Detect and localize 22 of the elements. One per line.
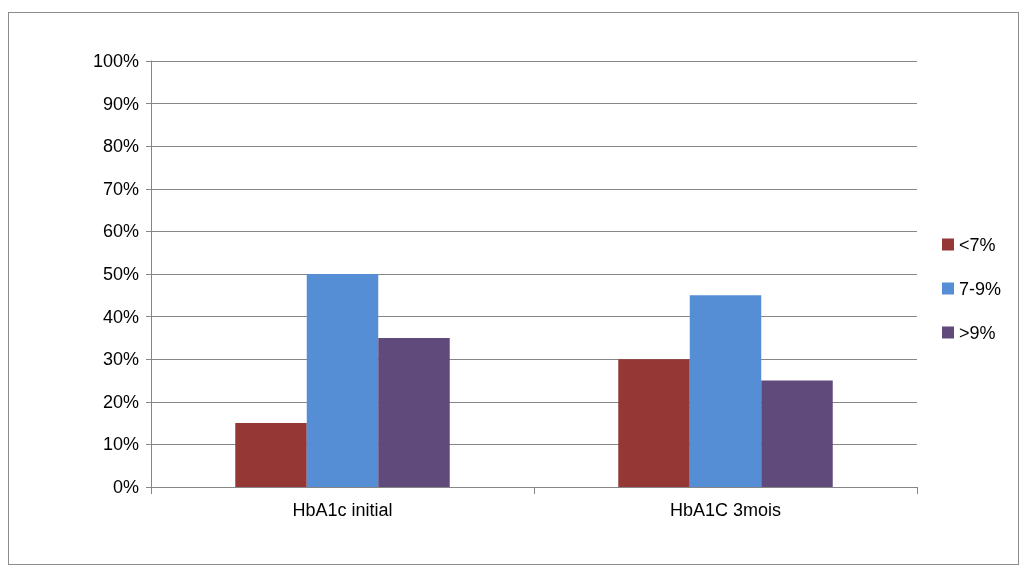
y-tick-label: 70% <box>102 178 139 199</box>
x-tick-label: HbA1C 3mois <box>669 500 782 520</box>
legend-label: >9% <box>958 322 996 343</box>
legend-label: 7-9% <box>958 278 1002 299</box>
legend-label: <7% <box>958 234 996 255</box>
y-tick-label: 10% <box>102 434 139 455</box>
y-tick-label: 30% <box>102 349 139 370</box>
y-tick-label: 0% <box>112 477 139 497</box>
bar <box>618 359 690 487</box>
bar <box>378 337 450 487</box>
x-tick-label: HbA1c initial <box>292 500 393 520</box>
y-tick-label: 90% <box>102 93 139 114</box>
y-tick-label: 40% <box>102 306 139 327</box>
bar <box>761 380 833 487</box>
bar <box>689 295 762 487</box>
y-tick-label: 60% <box>102 221 139 242</box>
y-tick-label: 80% <box>102 136 139 157</box>
bar <box>306 274 379 487</box>
y-tick-label: 50% <box>102 264 139 284</box>
y-tick-label: 100% <box>92 51 139 71</box>
y-tick-label: 20% <box>102 391 139 412</box>
bar <box>235 423 307 487</box>
